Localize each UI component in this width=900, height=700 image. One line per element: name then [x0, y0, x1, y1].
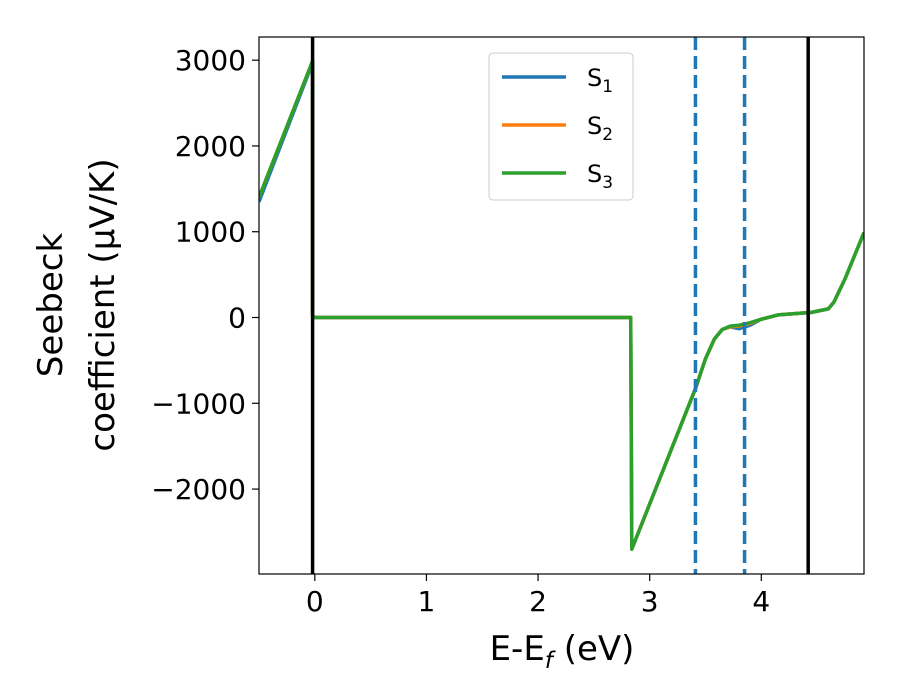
y-tick-label: 0 — [228, 302, 246, 335]
y-tick-label: 1000 — [175, 216, 246, 249]
x-axis-label: E-Ef (eV) — [490, 629, 635, 674]
y-axis-ticks: 3000 2000 1000 0 −1000 −2000 — [151, 44, 259, 506]
series-layer — [259, 59, 864, 551]
legend: S1 S2 S3 — [488, 52, 634, 201]
x-tick-label: 2 — [529, 585, 547, 618]
x-axis-ticks: 0 1 2 3 4 — [306, 574, 770, 618]
x-tick-label: 0 — [306, 585, 324, 618]
y-tick-label: −2000 — [151, 473, 246, 506]
y-tick-label: 3000 — [175, 44, 246, 77]
y-axis-label: Seebeck coefficient (μV/K) — [31, 158, 123, 451]
y-axis-label-line1: Seebeck — [31, 233, 71, 378]
x-tick-label: 4 — [752, 585, 770, 618]
vline-layer — [310, 37, 810, 574]
x-tick-label: 3 — [641, 585, 659, 618]
x-tick-label: 1 — [418, 585, 436, 618]
legend-label-s2: S2 — [587, 112, 613, 145]
plot-frame — [258, 36, 865, 575]
series-line-s3 — [259, 59, 864, 551]
legend-label-s1: S1 — [587, 64, 613, 97]
y-axis-label-line2: coefficient (μV/K) — [83, 158, 123, 451]
y-tick-label: 2000 — [175, 130, 246, 163]
legend-label-s3: S3 — [587, 160, 613, 193]
y-tick-label: −1000 — [151, 387, 246, 420]
